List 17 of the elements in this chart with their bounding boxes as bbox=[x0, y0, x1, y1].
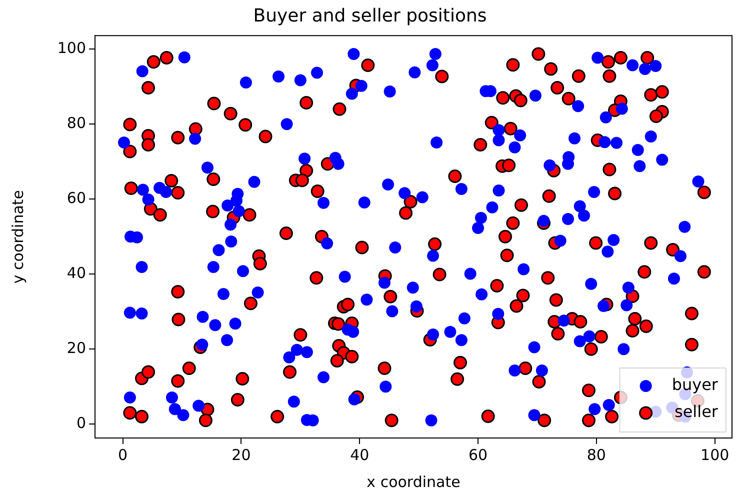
x-tick-label: 0 bbox=[118, 446, 128, 464]
legend-label: seller bbox=[674, 402, 718, 422]
x-axis-title: x coordinate bbox=[366, 472, 460, 491]
y-tick-label: 40 bbox=[66, 264, 86, 282]
x-tick-label: 40 bbox=[350, 446, 370, 464]
x-tick-label: 60 bbox=[468, 446, 488, 464]
y-axis-title: y coordinate bbox=[8, 190, 27, 284]
x-tick-label: 80 bbox=[586, 446, 606, 464]
x-tick-label: 20 bbox=[232, 446, 251, 464]
y-tick-label: 60 bbox=[66, 189, 86, 207]
y-tick-label: 20 bbox=[66, 339, 86, 358]
y-tick-label: 0 bbox=[76, 414, 86, 432]
y-tick-label: 80 bbox=[66, 114, 86, 132]
x-tick-label: 100 bbox=[700, 446, 730, 464]
legend-label: buyer bbox=[672, 375, 718, 394]
chart-title: Buyer and seller positions bbox=[253, 5, 487, 26]
y-tick-label: 100 bbox=[57, 38, 86, 57]
